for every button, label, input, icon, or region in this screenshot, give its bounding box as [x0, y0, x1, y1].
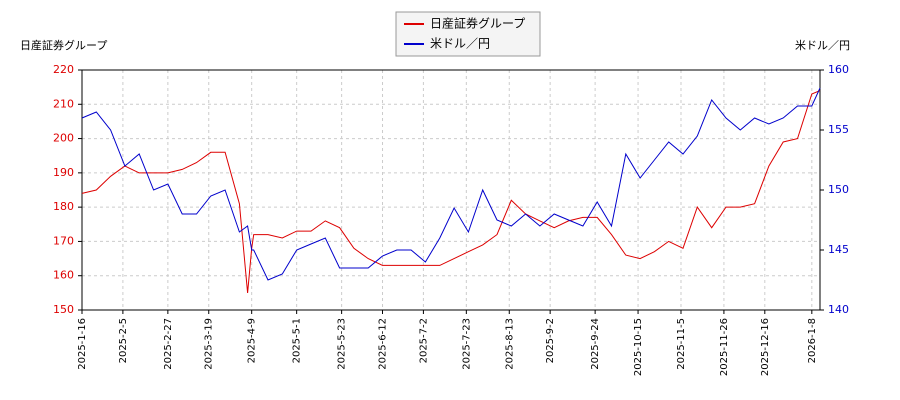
x-tick-label: 2025-2-5	[118, 318, 129, 363]
y2-tick-label: 150	[828, 183, 849, 196]
y2-tick-label: 145	[828, 243, 849, 256]
y2-axis-label: 米ドル／円	[795, 39, 850, 52]
y-tick-label: 150	[53, 303, 74, 316]
y2-tick-label: 140	[828, 303, 849, 316]
y-tick-label: 160	[53, 269, 74, 282]
legend-label: 日産証券グループ	[430, 16, 525, 31]
plot-frame	[81, 69, 821, 311]
x-tick-label: 2025-2-27	[163, 318, 174, 370]
x-tick-label: 2025-5-1	[292, 318, 303, 363]
x-tick-label: 2025-11-5	[676, 318, 687, 370]
x-tick-label: 2025-10-15	[633, 318, 644, 376]
x-tick-label: 2025-8-13	[504, 318, 515, 370]
x-tick-label: 2025-11-26	[719, 318, 730, 376]
y2-tick-label: 160	[828, 63, 849, 76]
x-tick-label: 2025-9-24	[590, 318, 601, 370]
x-tick-label: 2025-4-9	[247, 318, 258, 363]
y-tick-label: 190	[53, 166, 74, 179]
legend-box	[395, 11, 541, 57]
x-tick-label: 2025-7-23	[461, 318, 472, 370]
x-tick-label: 2025-5-23	[337, 318, 348, 370]
x-tick-label: 2025-7-2	[418, 318, 429, 363]
series-line	[81, 90, 821, 293]
y-tick-label: 170	[53, 234, 74, 247]
x-tick-label: 2025-9-2	[545, 318, 556, 363]
x-tick-label: 2025-12-16	[760, 318, 771, 376]
y-axis-label: 日産証券グループ	[20, 38, 107, 52]
series-line	[81, 87, 821, 281]
y-tick-label: 180	[53, 200, 74, 213]
y-tick-label: 200	[53, 132, 74, 145]
y-tick-label: 220	[53, 63, 74, 76]
x-tick-label: 2025-6-12	[378, 318, 389, 370]
y2-tick-label: 155	[828, 123, 849, 136]
x-tick-label: 2025-3-19	[204, 318, 215, 370]
x-tick-label: 2026-1-8	[807, 318, 818, 363]
y-tick-label: 210	[53, 97, 74, 110]
legend-label: 米ドル／円	[430, 37, 490, 51]
x-tick-label: 2025-1-16	[77, 318, 88, 370]
